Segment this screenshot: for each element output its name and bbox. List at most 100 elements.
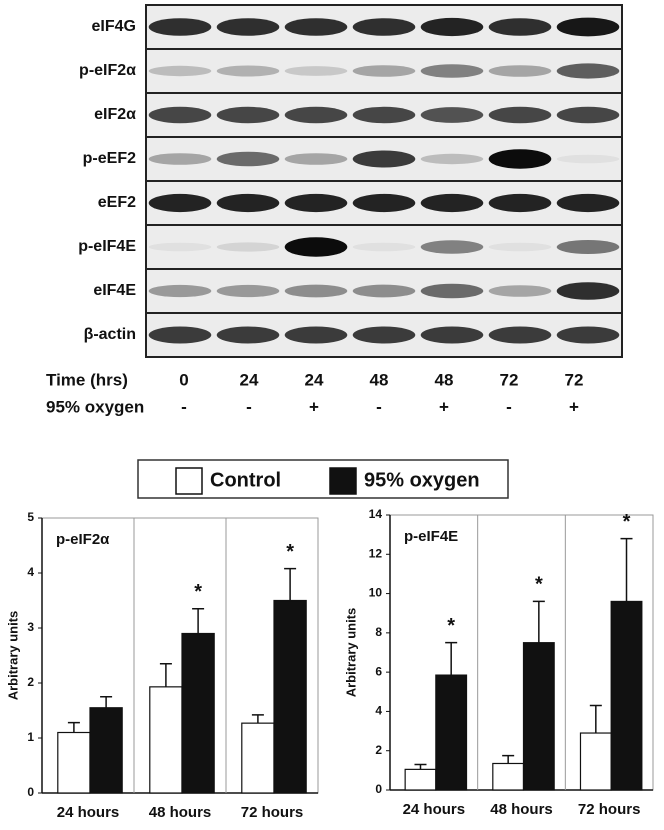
y-tick-label: 8 bbox=[375, 625, 382, 639]
y-tick-label: 3 bbox=[27, 620, 34, 634]
y-tick-label: 1 bbox=[27, 730, 34, 744]
time-value: 48 bbox=[435, 370, 454, 389]
bar bbox=[492, 762, 525, 791]
blot-band bbox=[488, 65, 552, 77]
blot-band bbox=[420, 283, 484, 299]
oxygen-value: + bbox=[309, 397, 319, 416]
blot-band bbox=[488, 18, 552, 36]
x-tick-label: 72 hours bbox=[241, 804, 304, 821]
blot-band bbox=[216, 65, 280, 77]
y-tick-label: 5 bbox=[27, 510, 34, 524]
oxygen-value: - bbox=[506, 397, 512, 416]
blot-band bbox=[352, 150, 416, 168]
bar bbox=[435, 674, 468, 791]
error-bar bbox=[100, 696, 113, 708]
time-label: Time (hrs) bbox=[46, 370, 128, 389]
time-value: 72 bbox=[500, 370, 519, 389]
blot-band bbox=[420, 240, 484, 254]
error-bar bbox=[414, 763, 427, 770]
blot-band bbox=[420, 64, 484, 78]
legend-label: 95% oxygen bbox=[364, 469, 480, 491]
blot-band bbox=[148, 326, 212, 344]
blot-band bbox=[488, 106, 552, 124]
bar bbox=[579, 732, 612, 791]
protein-label: eEF2 bbox=[98, 194, 136, 211]
bar bbox=[149, 686, 183, 794]
chart-title: p-eIF2α bbox=[56, 531, 110, 548]
x-tick-label: 24 hours bbox=[403, 801, 466, 818]
bar bbox=[404, 768, 437, 791]
significance-mark: * bbox=[194, 581, 202, 603]
blot-band bbox=[148, 106, 212, 124]
blot-band bbox=[488, 193, 552, 213]
blot-band bbox=[216, 326, 280, 344]
protein-label: β-actin bbox=[84, 326, 136, 343]
blot-band bbox=[148, 242, 212, 252]
significance-mark: * bbox=[286, 541, 294, 563]
significance-mark: * bbox=[447, 615, 455, 637]
blot-band bbox=[284, 284, 348, 298]
y-tick-label: 10 bbox=[369, 586, 383, 600]
significance-mark: * bbox=[623, 511, 631, 533]
protein-label: p-eIF2α bbox=[79, 62, 136, 79]
time-value: 48 bbox=[370, 370, 389, 389]
y-tick-label: 4 bbox=[27, 565, 34, 579]
oxygen-label: 95% oxygen bbox=[46, 397, 144, 416]
oxygen-value: + bbox=[439, 397, 449, 416]
x-tick-label: 48 hours bbox=[149, 804, 212, 821]
y-tick-label: 0 bbox=[375, 782, 382, 796]
blot-band bbox=[216, 193, 280, 213]
blot-band bbox=[352, 65, 416, 77]
y-axis-label: Arbitrary units bbox=[343, 608, 358, 698]
error-bar bbox=[502, 754, 515, 764]
blot-band bbox=[420, 153, 484, 165]
blot-band bbox=[488, 326, 552, 344]
blot-band bbox=[488, 285, 552, 297]
time-value: 24 bbox=[305, 370, 324, 389]
blot-band bbox=[284, 193, 348, 213]
blot-band bbox=[352, 193, 416, 213]
x-tick-label: 48 hours bbox=[490, 801, 553, 818]
y-tick-label: 2 bbox=[27, 675, 34, 689]
y-tick-label: 14 bbox=[369, 507, 383, 521]
blot-band bbox=[420, 17, 484, 37]
blot-band bbox=[352, 18, 416, 36]
blot-band bbox=[148, 193, 212, 213]
error-bar bbox=[532, 600, 545, 643]
blot-band bbox=[284, 18, 348, 36]
blot-band bbox=[420, 107, 484, 123]
error-bar bbox=[589, 704, 602, 734]
bar bbox=[273, 599, 307, 794]
y-tick-label: 0 bbox=[27, 785, 34, 799]
bar bbox=[89, 707, 123, 794]
oxygen-value: - bbox=[246, 397, 252, 416]
blot-band bbox=[556, 17, 620, 37]
blot-band bbox=[216, 18, 280, 36]
oxygen-value: - bbox=[376, 397, 382, 416]
y-tick-label: 2 bbox=[375, 743, 382, 757]
blot-band bbox=[216, 242, 280, 252]
y-axis-label: Arbitrary units bbox=[5, 611, 20, 701]
error-bar bbox=[284, 567, 297, 601]
blot-band bbox=[284, 237, 348, 257]
bar bbox=[241, 722, 275, 794]
significance-mark: * bbox=[535, 574, 543, 596]
blot-band bbox=[420, 193, 484, 213]
bar bbox=[181, 632, 215, 794]
blot-band bbox=[556, 326, 620, 344]
chart-title: p-eIF4E bbox=[404, 528, 458, 545]
blot-band bbox=[556, 106, 620, 124]
blot-band bbox=[556, 193, 620, 213]
protein-label: eIF4G bbox=[92, 18, 136, 35]
y-tick-label: 12 bbox=[369, 546, 383, 560]
oxygen-value: + bbox=[569, 397, 579, 416]
blot-band bbox=[352, 106, 416, 124]
legend-label: Control bbox=[210, 469, 281, 491]
y-tick-label: 4 bbox=[375, 704, 382, 718]
time-value: 72 bbox=[565, 370, 584, 389]
bar bbox=[522, 642, 555, 791]
oxygen-value: - bbox=[181, 397, 187, 416]
blot-band bbox=[216, 151, 280, 167]
blot-band bbox=[556, 63, 620, 79]
